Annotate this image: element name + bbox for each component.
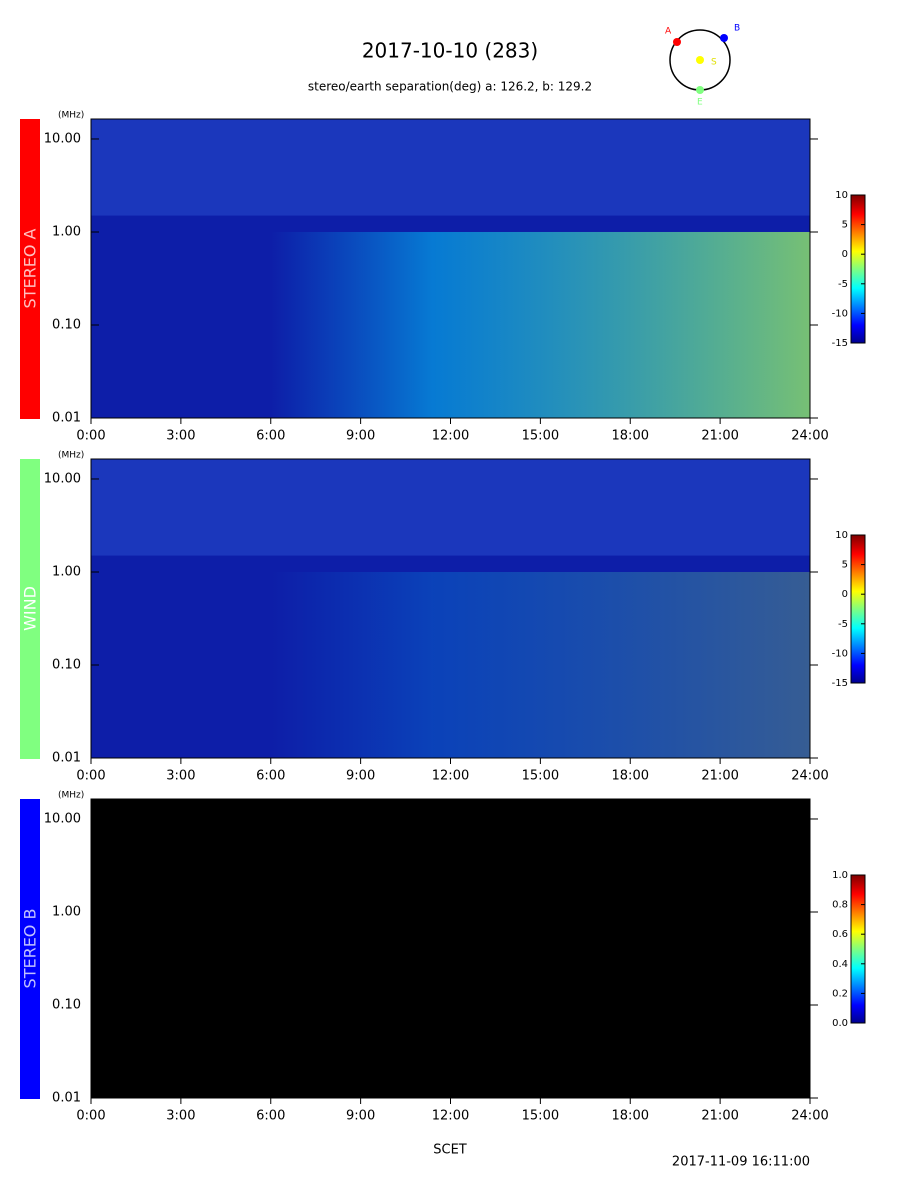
instrument-name: STEREO B <box>21 909 40 989</box>
instrument-bar <box>20 799 40 1099</box>
orbit-label: A <box>665 27 672 37</box>
spectrogram-background <box>91 799 810 1098</box>
y-unit-label: (MHz) <box>58 111 84 121</box>
colorbar-tick-label: 0.4 <box>832 959 848 970</box>
x-tick-label: 6:00 <box>256 429 285 444</box>
colorbar-tick-label: -5 <box>838 619 848 630</box>
x-tick-label: 18:00 <box>612 769 649 784</box>
orbit-label: S <box>711 58 717 68</box>
earth-dot <box>696 86 704 94</box>
y-tick-label: 0.10 <box>52 657 81 672</box>
y-tick-label: 1.00 <box>52 564 81 579</box>
orbit-label: B <box>734 24 740 34</box>
timestamp: 2017-11-09 16:11:00 <box>672 1155 810 1170</box>
colorbar-tick-label: 0.6 <box>832 929 848 940</box>
x-tick-label: 3:00 <box>166 769 195 784</box>
sun-dot <box>696 56 704 64</box>
x-tick-label: 6:00 <box>256 769 285 784</box>
colorbar <box>850 194 866 344</box>
y-tick-label: 0.10 <box>52 317 81 332</box>
colorbar-tick-label: -15 <box>832 338 848 349</box>
y-tick-label: 1.00 <box>52 224 81 239</box>
x-tick-label: 15:00 <box>522 769 559 784</box>
x-tick-label: 3:00 <box>166 1109 195 1124</box>
x-tick-label: 15:00 <box>522 1109 559 1124</box>
spectrogram-emission <box>270 571 810 758</box>
y-tick-label: 0.01 <box>52 751 81 766</box>
x-tick-label: 6:00 <box>256 1109 285 1124</box>
y-tick-label: 10.00 <box>44 811 81 826</box>
colorbar-tick-label: -10 <box>832 648 848 659</box>
colorbar-tick-label: 1.0 <box>832 870 848 881</box>
x-tick-label: 12:00 <box>432 1109 469 1124</box>
x-tick-label: 9:00 <box>346 1109 375 1124</box>
y-tick-label: 0.01 <box>52 411 81 426</box>
x-tick-label: 0:00 <box>76 1109 105 1124</box>
spectrogram-noise <box>91 459 810 556</box>
stereo-b-dot <box>720 34 728 42</box>
x-tick-label: 9:00 <box>346 769 375 784</box>
colorbar-tick-label: -10 <box>832 308 848 319</box>
stereo-a-dot <box>673 38 681 46</box>
x-tick-label: 0:00 <box>76 429 105 444</box>
subtitle: stereo/earth separation(deg) a: 126.2, b… <box>308 80 592 94</box>
colorbar-tick-label: 0 <box>842 249 848 260</box>
x-tick-label: 0:00 <box>76 769 105 784</box>
colorbar-tick-label: 0 <box>842 589 848 600</box>
x-tick-label: 18:00 <box>612 429 649 444</box>
colorbar <box>850 874 866 1024</box>
instrument-name: WIND <box>21 586 40 631</box>
y-unit-label: (MHz) <box>58 451 84 461</box>
spectrogram-noise <box>91 119 810 216</box>
colorbar-tick-label: 0.0 <box>832 1018 848 1029</box>
x-tick-label: 9:00 <box>346 429 375 444</box>
x-tick-label: 3:00 <box>166 429 195 444</box>
instrument-bar <box>20 119 40 419</box>
x-tick-label: 21:00 <box>701 429 738 444</box>
y-tick-label: 0.10 <box>52 997 81 1012</box>
x-tick-label: 24:00 <box>791 1109 828 1124</box>
x-tick-label: 24:00 <box>791 769 828 784</box>
x-axis-label: SCET <box>433 1143 467 1158</box>
colorbar-tick-label: 0.8 <box>832 900 848 911</box>
title: 2017-10-10 (283) <box>362 39 538 63</box>
y-tick-label: 1.00 <box>52 904 81 919</box>
colorbar-tick-label: 10 <box>835 190 848 201</box>
colorbar <box>850 534 866 684</box>
x-tick-label: 21:00 <box>701 769 738 784</box>
colorbar-tick-label: 10 <box>835 530 848 541</box>
instrument-bar <box>20 459 40 759</box>
x-tick-label: 15:00 <box>522 429 559 444</box>
orbit-label: E <box>697 98 703 108</box>
colorbar-tick-label: -5 <box>838 279 848 290</box>
y-unit-label: (MHz) <box>58 791 84 801</box>
y-tick-label: 10.00 <box>44 471 81 486</box>
y-tick-label: 0.01 <box>52 1091 81 1106</box>
x-tick-label: 12:00 <box>432 429 469 444</box>
colorbar-tick-label: 0.2 <box>832 988 848 999</box>
x-tick-label: 21:00 <box>701 1109 738 1124</box>
y-tick-label: 10.00 <box>44 131 81 146</box>
spectrogram-emission <box>270 231 810 418</box>
instrument-name: STEREO A <box>21 229 40 309</box>
colorbar-tick-label: 5 <box>842 560 848 571</box>
x-tick-label: 18:00 <box>612 1109 649 1124</box>
x-tick-label: 24:00 <box>791 429 828 444</box>
orbit-diagram: A B S E <box>665 24 740 108</box>
colorbar-tick-label: 5 <box>842 220 848 231</box>
x-tick-label: 12:00 <box>432 769 469 784</box>
colorbar-tick-label: -15 <box>832 678 848 689</box>
